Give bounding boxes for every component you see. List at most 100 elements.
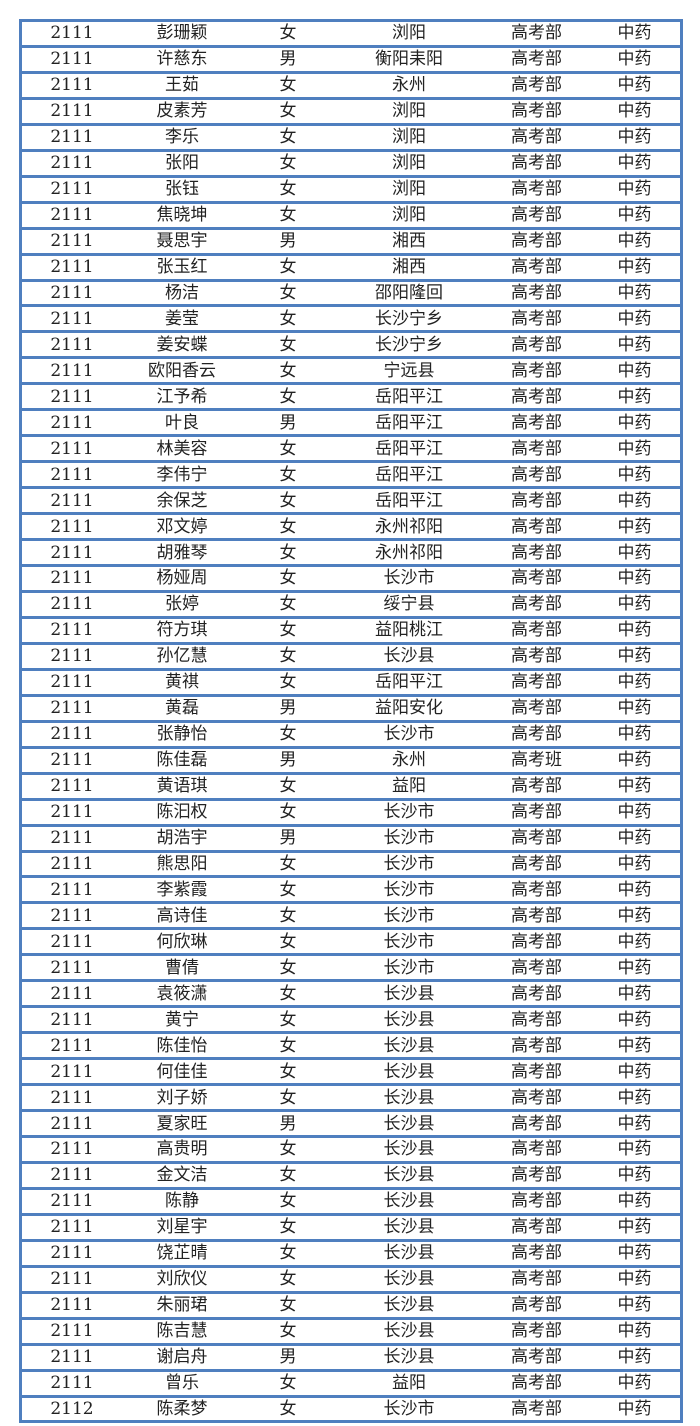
- major-cell: 中药: [617, 1398, 652, 1419]
- hometown-cell: 浏阳: [392, 153, 426, 174]
- hometown-cell: 益阳桃江: [375, 620, 443, 641]
- major-cell: 中药: [617, 957, 652, 978]
- major-cell: 中药: [617, 75, 652, 96]
- hometown-cell: 浏阳: [392, 205, 426, 226]
- table-row: 2111 胡浩宇 男 长沙市 高考部 中药: [22, 827, 680, 853]
- table-row: 2111 杨娅周 女 长沙市 高考部 中药: [22, 567, 680, 593]
- hometown-cell: 长沙市: [383, 931, 435, 952]
- table-row: 2111 李乐 女 浏阳 高考部 中药: [22, 126, 680, 152]
- table-row: 2111 李伟宁 女 岳阳平江 高考部 中药: [22, 463, 680, 490]
- gender-cell: 女: [279, 594, 297, 615]
- department-cell: 高考部: [511, 1113, 562, 1134]
- table-row: 2111 曹倩 女 长沙市 高考部 中药: [22, 956, 680, 983]
- name-cell: 张玉红: [156, 257, 208, 278]
- table-row: 2111 彭珊颖 女 浏阳 高考部 中药: [22, 22, 680, 48]
- major-cell: 中药: [617, 23, 652, 44]
- gender-cell: 女: [279, 724, 297, 745]
- class-cell: 2111: [50, 983, 94, 1004]
- gender-cell: 女: [279, 464, 297, 485]
- class-cell: 2111: [50, 1373, 94, 1394]
- department-cell: 高考部: [511, 308, 562, 329]
- table-row: 2111 林美容 女 岳阳平江 高考部 中药: [22, 437, 680, 464]
- department-cell: 高考部: [511, 438, 562, 459]
- gender-cell: 女: [279, 360, 297, 381]
- name-cell: 曾乐: [165, 1373, 199, 1394]
- class-cell: 2111: [50, 438, 94, 459]
- major-cell: 中药: [617, 750, 652, 771]
- major-cell: 中药: [617, 153, 652, 174]
- name-cell: 黄祺: [165, 672, 199, 693]
- class-cell: 2111: [50, 750, 94, 771]
- name-cell: 黄宁: [165, 1009, 199, 1030]
- department-cell: 高考部: [511, 49, 562, 70]
- department-cell: 高考部: [511, 1243, 562, 1264]
- name-cell: 符方琪: [156, 620, 208, 641]
- hometown-cell: 邵阳隆回: [375, 283, 443, 303]
- table-row: 2111 胡雅琴 女 永州祁阳 高考部 中药: [22, 541, 680, 568]
- hometown-cell: 长沙市: [383, 568, 435, 589]
- department-cell: 高考部: [511, 231, 562, 252]
- name-cell: 皮素芳: [156, 101, 208, 122]
- gender-cell: 女: [279, 931, 297, 952]
- department-cell: 高考部: [511, 698, 562, 719]
- table-row: 2111 陈静 女 长沙县 高考部 中药: [22, 1190, 680, 1216]
- department-cell: 高考部: [511, 179, 562, 200]
- gender-cell: 女: [279, 802, 297, 823]
- department-cell: 高考部: [511, 542, 562, 563]
- name-cell: 黄磊: [165, 698, 199, 719]
- class-cell: 2111: [50, 1243, 94, 1264]
- department-cell: 高考部: [511, 1009, 562, 1030]
- gender-cell: 女: [279, 879, 297, 900]
- class-cell: 2111: [50, 516, 94, 537]
- name-cell: 高贵明: [156, 1139, 208, 1160]
- name-cell: 焦晓坤: [156, 205, 208, 226]
- major-cell: 中药: [617, 1061, 652, 1082]
- table-row: 2111 黄磊 男 益阳安化 高考部 中药: [22, 697, 680, 723]
- hometown-cell: 衡阳耒阳: [375, 49, 443, 70]
- hometown-cell: 岳阳平江: [375, 464, 443, 485]
- gender-cell: 女: [279, 905, 297, 926]
- name-cell: 欧阳香云: [148, 360, 216, 381]
- class-cell: 2111: [50, 646, 94, 667]
- gender-cell: 女: [279, 957, 297, 978]
- class-cell: 2111: [50, 594, 94, 615]
- table-row: 2111 刘星宇 女 长沙县 高考部 中药: [22, 1216, 680, 1242]
- hometown-cell: 长沙县: [383, 1347, 435, 1368]
- major-cell: 中药: [617, 542, 652, 563]
- hometown-cell: 长沙市: [383, 853, 435, 874]
- gender-cell: 男: [279, 49, 297, 70]
- department-cell: 高考部: [511, 1398, 562, 1419]
- table-row: 2111 张玉红 女 湘西 高考部 中药: [22, 256, 680, 282]
- table-row: 2111 孙亿慧 女 长沙县 高考部 中药: [22, 645, 680, 671]
- name-cell: 何欣琳: [156, 931, 208, 952]
- table-row: 2111 朱丽珺 女 长沙县 高考部 中药: [22, 1294, 680, 1320]
- hometown-cell: 浏阳: [392, 23, 426, 44]
- major-cell: 中药: [617, 1217, 652, 1238]
- name-cell: 孙亿慧: [156, 646, 208, 667]
- table-row: 2111 张阳 女 浏阳 高考部 中药: [22, 152, 680, 178]
- hometown-cell: 长沙县: [383, 1035, 435, 1056]
- department-cell: 高考部: [511, 334, 562, 355]
- class-cell: 2111: [50, 1061, 94, 1082]
- major-cell: 中药: [617, 464, 652, 485]
- department-cell: 高考部: [511, 879, 562, 900]
- major-cell: 中药: [617, 231, 652, 252]
- major-cell: 中药: [617, 386, 652, 407]
- department-cell: 高考部: [511, 153, 562, 174]
- hometown-cell: 岳阳平江: [375, 672, 443, 693]
- hometown-cell: 浏阳: [392, 101, 426, 122]
- major-cell: 中药: [617, 620, 652, 641]
- table-row: 2111 袁筱潇 女 长沙县 高考部 中药: [22, 982, 680, 1009]
- table-row: 2111 夏家旺 男 长沙县 高考部 中药: [22, 1112, 680, 1138]
- name-cell: 陈吉慧: [156, 1321, 208, 1342]
- major-cell: 中药: [617, 802, 652, 823]
- class-cell: 2111: [50, 802, 94, 823]
- major-cell: 中药: [617, 1321, 652, 1342]
- hometown-cell: 湘西: [392, 257, 426, 278]
- gender-cell: 女: [279, 283, 297, 303]
- hometown-cell: 岳阳平江: [375, 412, 443, 433]
- table-row: 2111 张婷 女 绥宁县 高考部 中药: [22, 593, 680, 619]
- name-cell: 刘子娇: [156, 1087, 208, 1108]
- table-row: 2111 聂思宇 男 湘西 高考部 中药: [22, 230, 680, 256]
- gender-cell: 女: [279, 75, 297, 96]
